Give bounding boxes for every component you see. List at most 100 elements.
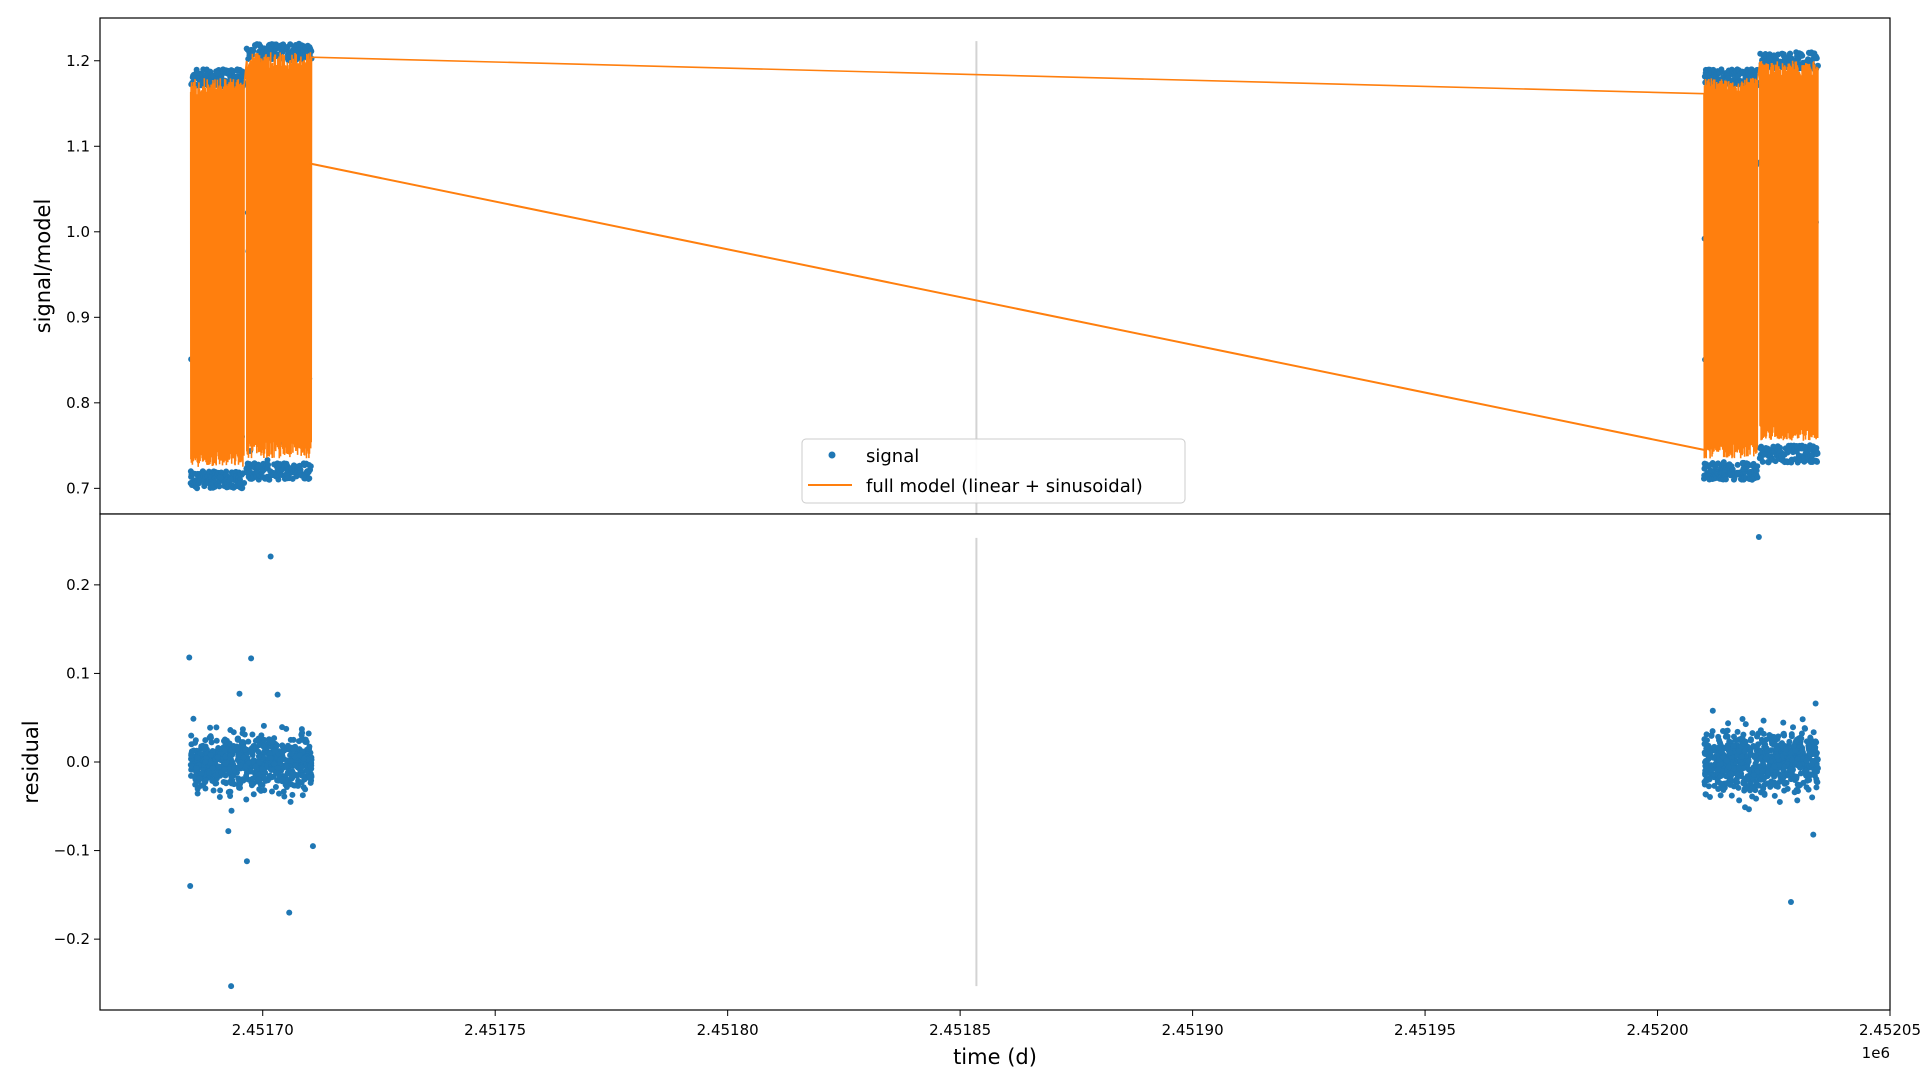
residual-point — [1724, 780, 1731, 787]
residual-point — [1756, 763, 1763, 770]
residual-point — [1761, 790, 1768, 797]
residual-point — [1814, 765, 1821, 772]
residual-point — [1722, 733, 1729, 740]
residual-point — [1745, 766, 1752, 773]
residual-point — [1766, 732, 1773, 739]
residual-point — [258, 732, 265, 739]
residual-point — [1744, 776, 1751, 783]
residual-point — [241, 731, 248, 738]
signal-point — [1814, 450, 1821, 457]
top-y-tick-label: 1.2 — [66, 52, 90, 70]
residual-point — [1760, 717, 1767, 724]
signal-point — [300, 473, 307, 480]
residual-point — [209, 765, 216, 772]
residual-point — [1776, 798, 1783, 805]
signal-point — [1814, 62, 1821, 69]
residual-point — [207, 733, 214, 740]
residual-point — [259, 765, 266, 772]
signal-point — [306, 475, 313, 482]
residual-point — [1808, 761, 1815, 768]
residual-point — [296, 752, 303, 759]
residual-point — [298, 726, 305, 733]
residual-point — [256, 786, 263, 793]
signal-point — [1720, 460, 1727, 467]
residual-point — [262, 777, 269, 784]
residual-point — [1758, 772, 1765, 779]
residual-point — [1750, 743, 1757, 750]
residual-point — [1705, 783, 1712, 790]
residual-point — [221, 747, 228, 754]
residual-point — [214, 754, 221, 761]
residual-point — [1806, 750, 1813, 757]
signal-point — [235, 67, 242, 74]
top-plot-area — [100, 18, 1890, 514]
residual-point — [1813, 778, 1820, 785]
signal-point — [1734, 461, 1741, 468]
residual-point — [1767, 783, 1774, 790]
signal-point — [237, 480, 244, 487]
residual-point — [281, 793, 288, 800]
residual-point — [1739, 715, 1746, 722]
residual-point — [283, 763, 290, 770]
residual-point — [1711, 782, 1718, 789]
residual-point — [1799, 716, 1806, 723]
residual-point — [1811, 743, 1818, 750]
residual-point — [1773, 745, 1780, 752]
top-y-tick-label: 1.0 — [66, 223, 90, 241]
residual-point — [1790, 742, 1797, 749]
residual-point — [198, 770, 205, 777]
residual-point — [1782, 746, 1789, 753]
residual-point — [1791, 789, 1798, 796]
residual-point — [1753, 779, 1760, 786]
residual-point — [1752, 752, 1759, 759]
residual-point — [1771, 763, 1778, 770]
residual-point — [307, 763, 314, 770]
residual-point — [243, 796, 250, 803]
residual-point — [1722, 729, 1729, 736]
residual-point — [229, 758, 236, 765]
x-tick-label: 2.45180 — [697, 1021, 759, 1039]
residual-point — [1725, 763, 1732, 770]
signal-point — [216, 483, 223, 490]
bottom-y-axis-label: residual — [19, 720, 43, 803]
model-oscillation-line — [189, 52, 1819, 467]
residual-point — [236, 779, 243, 786]
residual-point — [210, 787, 217, 794]
signal-point — [265, 461, 272, 468]
residual-point — [1780, 763, 1787, 770]
residual-point — [259, 781, 266, 788]
residual-point — [1749, 730, 1756, 737]
residual-point — [220, 778, 227, 785]
residual-point — [254, 736, 261, 743]
signal-point — [284, 475, 291, 482]
residual-point — [1750, 771, 1757, 778]
residual-point — [1790, 724, 1797, 731]
residual-point — [295, 782, 302, 789]
residual-point — [221, 766, 228, 773]
signal-point — [264, 457, 271, 464]
residual-outlier-point — [274, 691, 281, 698]
residual-point — [230, 767, 237, 774]
residual-point — [206, 769, 213, 776]
residual-outlier-point — [228, 983, 235, 990]
signal-point — [239, 484, 246, 491]
signal-point — [284, 53, 291, 60]
residual-point — [305, 730, 312, 737]
signal-point — [1754, 463, 1761, 470]
x-tick-label: 2.45185 — [929, 1021, 991, 1039]
top-y-tick-label: 0.9 — [66, 308, 90, 326]
signal-point — [1734, 469, 1741, 476]
residual-point — [1730, 733, 1737, 740]
residual-point — [274, 777, 281, 784]
residual-point — [306, 774, 313, 781]
x-tick-label: 2.45190 — [1162, 1021, 1224, 1039]
x-tick-label: 2.45205 — [1859, 1021, 1920, 1039]
residual-point — [280, 788, 287, 795]
residual-point — [226, 768, 233, 775]
residual-point — [1734, 772, 1741, 779]
residual-outlier-point — [1787, 898, 1794, 905]
residual-point — [307, 779, 314, 786]
residual-point — [240, 754, 247, 761]
residual-point — [1722, 773, 1729, 780]
